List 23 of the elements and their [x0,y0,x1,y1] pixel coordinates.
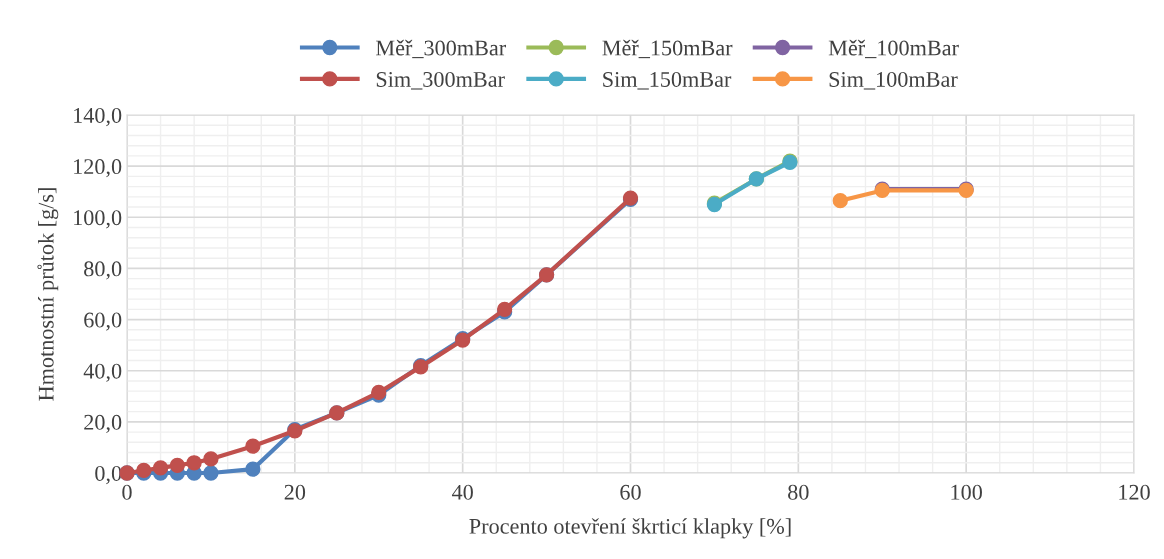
legend-label: Měř_100mBar [828,39,959,59]
x-tick-label: 100 [951,484,982,500]
y-tick-label: 0,0 [95,465,122,485]
y-axis-title: Hmotnostní průtok [g/s] [37,188,59,401]
y-tick-label: 40,0 [83,363,122,382]
legend-label: Sim_300mBar [376,71,505,90]
x-tick-label: 60 [620,484,641,500]
x-tick-label: 80 [788,484,809,500]
y-tick-label: 120,0 [74,159,122,178]
y-tick-label: 100,0 [74,210,122,229]
y-tick-label: 20,0 [84,414,122,433]
x-tick-label: 20 [284,484,306,500]
y-tick-label: 60,0 [84,312,122,331]
x-tick-label: 120 [1119,484,1150,500]
legend-label: Sim_100mBar [829,71,958,90]
legend-label: Měř_300mBar [375,39,506,59]
legend-label: Sim_150mBar [603,71,732,90]
y-tick-label: 80,0 [84,261,122,280]
y-tick-label: 140,0 [74,107,122,127]
x-tick-label: 0 [122,484,132,500]
x-tick-label: 40 [451,484,473,500]
legend-label: Měř_150mBar [602,39,733,59]
x-axis-title: Procento otevření škrticí klapky [%] [469,518,791,539]
